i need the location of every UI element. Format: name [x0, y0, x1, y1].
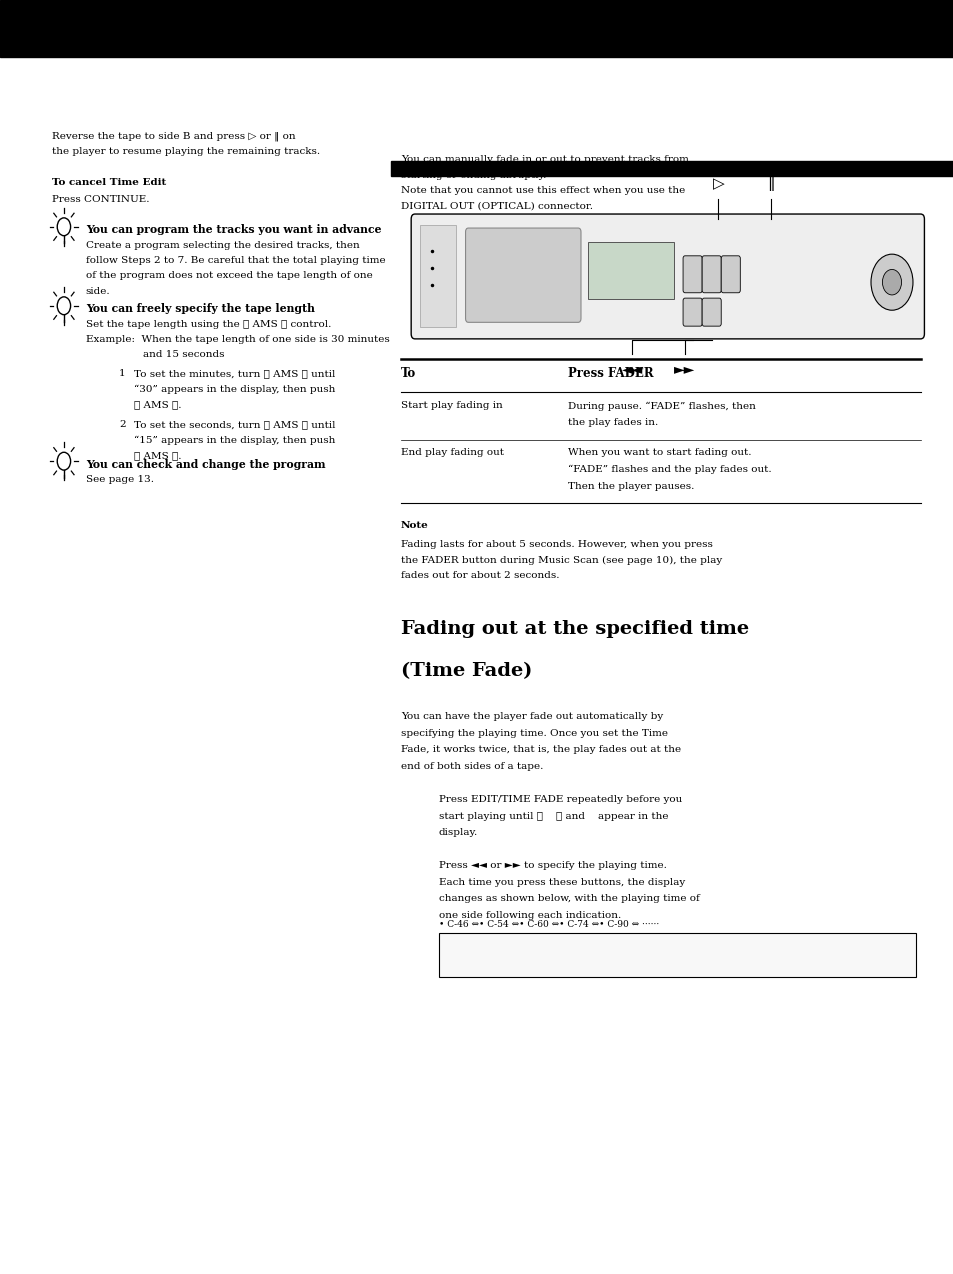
FancyBboxPatch shape [720, 256, 740, 293]
Text: Reverse the tape to side B and press ▷ or ‖ on: Reverse the tape to side B and press ▷ o… [52, 131, 295, 140]
Text: display.: display. [438, 828, 477, 837]
Text: and 15 seconds: and 15 seconds [143, 350, 224, 359]
Text: follow Steps 2 to 7. Be careful that the total playing time: follow Steps 2 to 7. Be careful that the… [86, 256, 385, 265]
Text: Fading lasts for about 5 seconds. However, when you press: Fading lasts for about 5 seconds. Howeve… [400, 540, 712, 549]
Text: starting or ending abruptly.: starting or ending abruptly. [400, 171, 545, 180]
Text: You can program the tracks you want in advance: You can program the tracks you want in a… [86, 224, 381, 236]
Text: (23.00)    (27.00)    (30.00)    (37.00)    (45.00): (23.00) (27.00) (30.00) (37.00) (45.00) [448, 939, 690, 948]
Text: Press CONTINUE.: Press CONTINUE. [52, 195, 150, 204]
Text: ⏮ AMS ⏭.: ⏮ AMS ⏭. [133, 451, 181, 460]
Text: of the program does not exceed the tape length of one: of the program does not exceed the tape … [86, 271, 373, 280]
Text: (Time Fade): (Time Fade) [400, 662, 532, 680]
Text: 1: 1 [119, 369, 126, 378]
Bar [419, 225, 456, 327]
Text: During pause. “FADE” flashes, then: During pause. “FADE” flashes, then [567, 401, 755, 410]
Text: one side following each indication.: one side following each indication. [438, 911, 620, 920]
Text: Create a program selecting the desired tracks, then: Create a program selecting the desired t… [86, 241, 359, 250]
Text: When you want to start fading out.: When you want to start fading out. [567, 448, 750, 457]
Text: changes as shown below, with the playing time of: changes as shown below, with the playing… [438, 894, 699, 903]
Text: Then the player pauses.: Then the player pauses. [567, 482, 693, 490]
Text: ►►: ►► [674, 363, 695, 376]
Text: side.: side. [86, 287, 111, 296]
Text: • C-46 ⇔• C-54 ⇔• C-60 ⇔• C-74 ⇔• C-90 ⇔ ······: • C-46 ⇔• C-54 ⇔• C-60 ⇔• C-74 ⇔• C-90 ⇔… [438, 920, 659, 929]
Text: Press FADER: Press FADER [567, 367, 653, 380]
Text: the FADER button during Music Scan (see page 10), the play: the FADER button during Music Scan (see … [400, 555, 721, 564]
Text: Press EDIT/TIME FADE repeatedly before you: Press EDIT/TIME FADE repeatedly before y… [438, 795, 681, 804]
Text: 2: 2 [119, 420, 126, 429]
Text: ‖: ‖ [766, 176, 774, 191]
Text: You can have the player fade out automatically by: You can have the player fade out automat… [400, 712, 662, 721]
Text: fades out for about 2 seconds.: fades out for about 2 seconds. [400, 571, 558, 580]
FancyBboxPatch shape [701, 256, 720, 293]
Text: Press ◄◄ or ►► to specify the playing time.: Press ◄◄ or ►► to specify the playing ti… [438, 861, 666, 870]
Text: End play fading out: End play fading out [400, 448, 503, 457]
Bar [587, 242, 673, 299]
Text: Note that you cannot use this effect when you use the: Note that you cannot use this effect whe… [400, 186, 684, 195]
Text: the player to resume playing the remaining tracks.: the player to resume playing the remaini… [52, 147, 320, 155]
FancyBboxPatch shape [411, 214, 923, 339]
Bar [391, 161, 953, 176]
Text: ⏮ AMS ⏭.: ⏮ AMS ⏭. [133, 400, 181, 409]
Text: See page 13.: See page 13. [86, 475, 153, 484]
Circle shape [870, 255, 912, 311]
Text: ◄◄: ◄◄ [621, 363, 642, 376]
Text: “15” appears in the display, then push: “15” appears in the display, then push [133, 436, 335, 445]
Text: Set the tape length using the ⏮ AMS ⏭ control.: Set the tape length using the ⏮ AMS ⏭ co… [86, 320, 331, 329]
Text: Fade, it works twice, that is, the play fades out at the: Fade, it works twice, that is, the play … [400, 745, 680, 754]
Text: end of both sides of a tape.: end of both sides of a tape. [400, 762, 542, 771]
Text: You can manually fade in or out to prevent tracks from: You can manually fade in or out to preve… [400, 155, 688, 164]
Bar [438, 933, 915, 977]
Text: Each time you press these buttons, the display: Each time you press these buttons, the d… [438, 878, 684, 887]
Text: DIGITAL OUT (OPTICAL) connector.: DIGITAL OUT (OPTICAL) connector. [400, 201, 592, 210]
FancyBboxPatch shape [465, 228, 580, 322]
FancyBboxPatch shape [682, 256, 701, 293]
Text: *: * [627, 266, 633, 275]
Text: To set the minutes, turn ⏮ AMS ⏭ until: To set the minutes, turn ⏮ AMS ⏭ until [133, 369, 335, 378]
Text: specifying the playing time. Once you set the Time: specifying the playing time. Once you se… [400, 729, 667, 738]
Text: To cancel Time Edit: To cancel Time Edit [52, 178, 167, 187]
Text: ▷: ▷ [712, 176, 723, 191]
Text: To: To [400, 367, 416, 380]
Text: You can freely specify the tape length: You can freely specify the tape length [86, 303, 314, 315]
Circle shape [882, 270, 901, 296]
Text: Example:  When the tape length of one side is 30 minutes: Example: When the tape length of one sid… [86, 335, 389, 344]
Text: You can check and change the program: You can check and change the program [86, 459, 325, 470]
Text: To set the seconds, turn ⏮ AMS ⏭ until: To set the seconds, turn ⏮ AMS ⏭ until [133, 420, 335, 429]
Text: start playing until 〈    〉 and    appear in the: start playing until 〈 〉 and appear in th… [438, 812, 668, 820]
Text: “FADE” flashes and the play fades out.: “FADE” flashes and the play fades out. [567, 465, 770, 474]
Text: Note: Note [400, 521, 428, 530]
Text: the play fades in.: the play fades in. [567, 418, 658, 427]
Text: Start play fading in: Start play fading in [400, 401, 502, 410]
Text: Fading out at the specified time: Fading out at the specified time [400, 620, 748, 638]
Text: “30” appears in the display, then push: “30” appears in the display, then push [133, 385, 335, 394]
FancyBboxPatch shape [682, 298, 701, 326]
FancyBboxPatch shape [701, 298, 720, 326]
Bar [0, 0, 953, 57]
